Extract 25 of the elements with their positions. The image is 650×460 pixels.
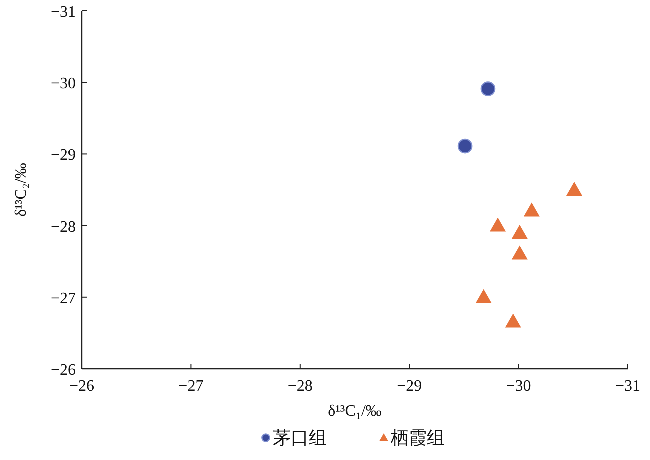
- y-tick-label: −26: [50, 362, 76, 379]
- point: [512, 224, 528, 239]
- point: [505, 314, 522, 328]
- y-tick-label: −28: [50, 218, 76, 236]
- x-tick-label: −30: [506, 378, 532, 395]
- y-axis-title: δ¹³C₂/‰: [13, 163, 30, 217]
- point: [524, 202, 540, 217]
- point: [512, 246, 528, 260]
- y-tick-label: −30: [50, 76, 76, 93]
- point: [476, 289, 492, 304]
- y-tick-label: −31: [50, 4, 76, 21]
- y-tick-label: −29: [50, 147, 76, 164]
- x-tick-label: −31: [615, 378, 641, 395]
- point: [490, 218, 506, 232]
- x-tick-label: −26: [69, 378, 95, 395]
- legend-label: 栖霞组: [390, 428, 445, 448]
- x-axis-title: δ¹³C₁/‰: [328, 403, 382, 420]
- x-tick-label: −28: [288, 378, 313, 395]
- legend-label: 茅口组: [273, 428, 327, 448]
- x-tick-label: −29: [397, 378, 422, 395]
- x-tick-label: −27: [178, 378, 204, 395]
- point: [566, 182, 582, 196]
- y-tick-label: −27: [50, 290, 76, 308]
- point: [458, 138, 473, 154]
- point: [480, 82, 496, 96]
